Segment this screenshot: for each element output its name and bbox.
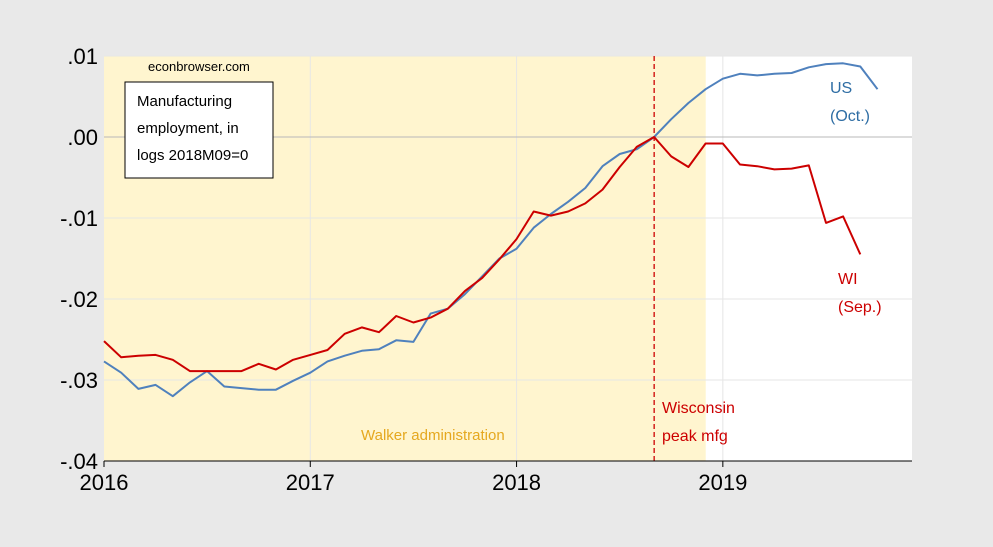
peak-label-line-1: Wisconsin [662, 400, 735, 417]
y-tick-label: .00 [67, 125, 98, 150]
wi-series-line [103, 136, 862, 373]
chart-title-line-2: employment, in [137, 120, 239, 137]
y-tick-label: -.01 [60, 206, 98, 231]
x-tick-label: 2016 [80, 470, 129, 495]
series-layer [103, 62, 879, 398]
shaded-region-label: Walker administration [361, 427, 505, 444]
title-box [124, 81, 274, 179]
wi-series-label-line-2: (Sep.) [838, 299, 882, 316]
gridlines [104, 55, 912, 461]
peak-label-line-2: peak mfg [662, 428, 728, 445]
us-series-label-line-1: US [830, 80, 852, 97]
chart-title-line-3: logs 2018M09=0 [137, 147, 248, 164]
x-tick-label: 2019 [698, 470, 747, 495]
x-tick-label: 2018 [492, 470, 541, 495]
us-series-label-line-2: (Oct.) [830, 108, 870, 125]
x-tick-label: 2017 [286, 470, 335, 495]
y-tick-label: -.02 [60, 287, 98, 312]
y-tick-label: -.04 [60, 449, 98, 474]
source-label: econbrowser.com [148, 59, 250, 74]
y-tick-label: .01 [67, 44, 98, 69]
chart-title-line-1: Manufacturing [137, 93, 232, 110]
wi-series-label-line-1: WI [838, 271, 858, 288]
y-tick-label: -.03 [60, 368, 98, 393]
